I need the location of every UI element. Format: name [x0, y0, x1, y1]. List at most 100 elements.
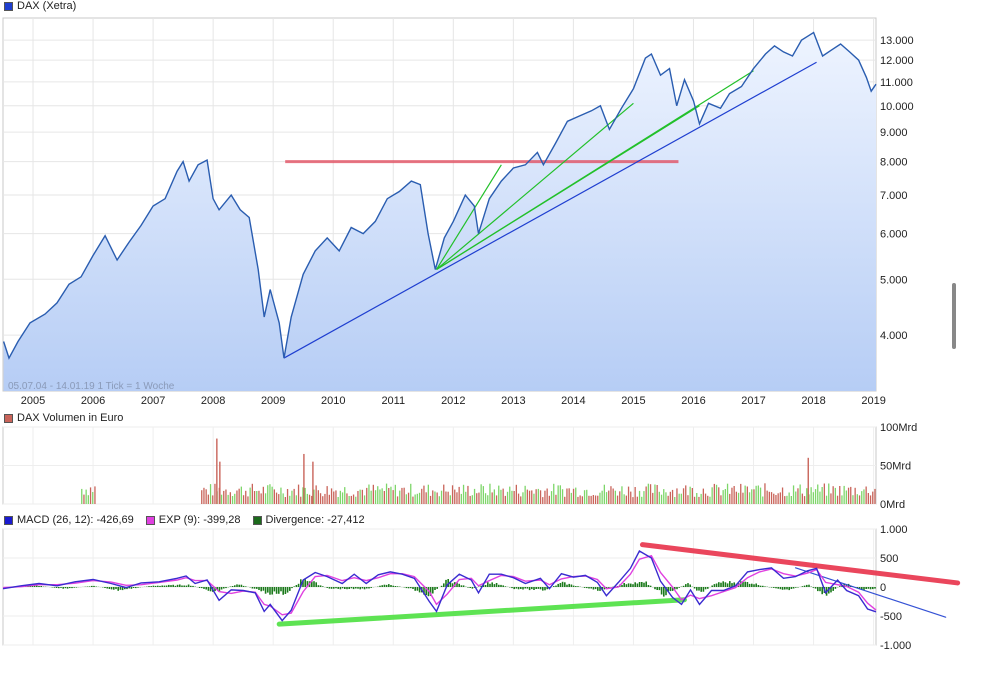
divergence-bar — [700, 587, 702, 592]
divergence-bar — [863, 587, 865, 590]
volume-bar — [388, 488, 390, 504]
signal-line — [2, 554, 877, 616]
divergence-bar — [643, 582, 645, 587]
divergence-bar — [777, 587, 779, 589]
volume-bar — [742, 492, 744, 504]
volume-bar — [212, 495, 214, 504]
divergence-bar — [91, 585, 93, 587]
fan-trendline — [435, 164, 502, 270]
divergence-bar — [819, 587, 821, 592]
volume-bar — [610, 486, 612, 504]
volume-bar — [850, 486, 852, 504]
divergence-bar — [539, 587, 542, 590]
divergence-bar — [654, 587, 656, 590]
volume-bar — [579, 495, 581, 504]
divergence-bar — [201, 587, 203, 589]
volume-bar — [346, 493, 348, 504]
volume-bar — [649, 484, 652, 504]
volume-bar — [300, 496, 302, 504]
volume-bar — [654, 484, 656, 504]
volume-bar — [203, 487, 205, 504]
volume-bar — [819, 491, 821, 504]
divergence-bar — [293, 586, 295, 587]
divergence-bar — [29, 585, 31, 587]
volume-bar — [847, 487, 850, 504]
volume-spike — [312, 461, 314, 504]
volume-bar — [87, 495, 89, 504]
volume-bar — [392, 490, 394, 504]
volume-bar — [423, 485, 425, 504]
volume-bar — [440, 490, 443, 504]
divergence-bar — [711, 585, 713, 587]
volume-bar — [748, 492, 751, 504]
resize-handle[interactable] — [952, 283, 956, 349]
volume-bar — [324, 493, 326, 504]
volume-bar — [680, 493, 682, 504]
volume-bar — [293, 488, 295, 504]
divergence-bar — [467, 587, 469, 588]
divergence-bar — [185, 585, 188, 587]
volume-bar — [421, 488, 423, 504]
x-tick-label: 2012 — [441, 395, 465, 407]
divergence-bar — [458, 583, 460, 587]
volume-bar — [225, 489, 227, 504]
divergence-bar — [605, 587, 608, 588]
volume-bar — [704, 493, 707, 504]
volume-bar — [383, 491, 385, 504]
divergence-bar — [744, 581, 746, 587]
volume-bar — [652, 492, 654, 504]
volume-bar — [700, 493, 702, 504]
volume-bar — [599, 492, 601, 504]
divergence-bar — [773, 587, 775, 588]
x-tick-label: 2018 — [801, 395, 825, 407]
volume-bar — [566, 488, 568, 504]
volume-bar — [781, 487, 784, 504]
divergence-bar — [150, 586, 152, 587]
volume-bar — [451, 485, 454, 504]
volume-bar — [92, 492, 94, 504]
divergence-bar — [482, 584, 485, 587]
price-y-tick-label: 5.000 — [880, 274, 908, 286]
divergence-bar — [355, 587, 357, 589]
divergence-bar — [575, 586, 577, 587]
x-tick-label: 2014 — [561, 395, 585, 407]
divergence-bar — [260, 587, 262, 592]
volume-bar — [616, 495, 619, 504]
divergence-bar — [295, 585, 298, 587]
divergence-bar — [456, 582, 458, 587]
x-tick-label: 2016 — [681, 395, 705, 407]
volume-bar — [403, 487, 405, 504]
volume-bar — [702, 488, 704, 504]
price-y-tick-label: 8.000 — [880, 157, 908, 169]
volume-bar — [407, 492, 410, 504]
volume-bar — [335, 490, 337, 504]
divergence-bar — [110, 587, 113, 590]
volume-bar — [489, 483, 491, 504]
divergence-bar — [502, 585, 504, 587]
volume-bar — [275, 492, 278, 504]
volume-bar — [784, 496, 786, 504]
divergence-bar — [337, 587, 339, 589]
volume-bar — [313, 489, 315, 504]
volume-spike — [216, 438, 218, 504]
divergence-bar — [418, 587, 421, 593]
macd-legend-swatch — [4, 515, 13, 525]
divergence-bar — [289, 587, 291, 591]
divergence-bar — [764, 586, 766, 587]
volume-bar — [297, 484, 300, 504]
divergence-bar — [31, 585, 34, 587]
volume-bar — [223, 490, 225, 504]
divergence-bar — [658, 587, 661, 591]
divergence-bar — [449, 582, 452, 587]
volume-bar — [361, 489, 363, 504]
volume-legend-label: DAX Volumen in Euro — [17, 412, 124, 424]
divergence-bar — [152, 585, 155, 587]
volume-bar — [366, 487, 368, 504]
volume-bar — [205, 489, 207, 504]
price-y-tick-label: 10.000 — [880, 101, 914, 113]
volume-bar — [418, 492, 421, 504]
volume-bar — [341, 492, 344, 504]
divergence-bar — [315, 582, 317, 587]
divergence-bar — [781, 587, 784, 590]
volume-bar — [770, 492, 773, 504]
